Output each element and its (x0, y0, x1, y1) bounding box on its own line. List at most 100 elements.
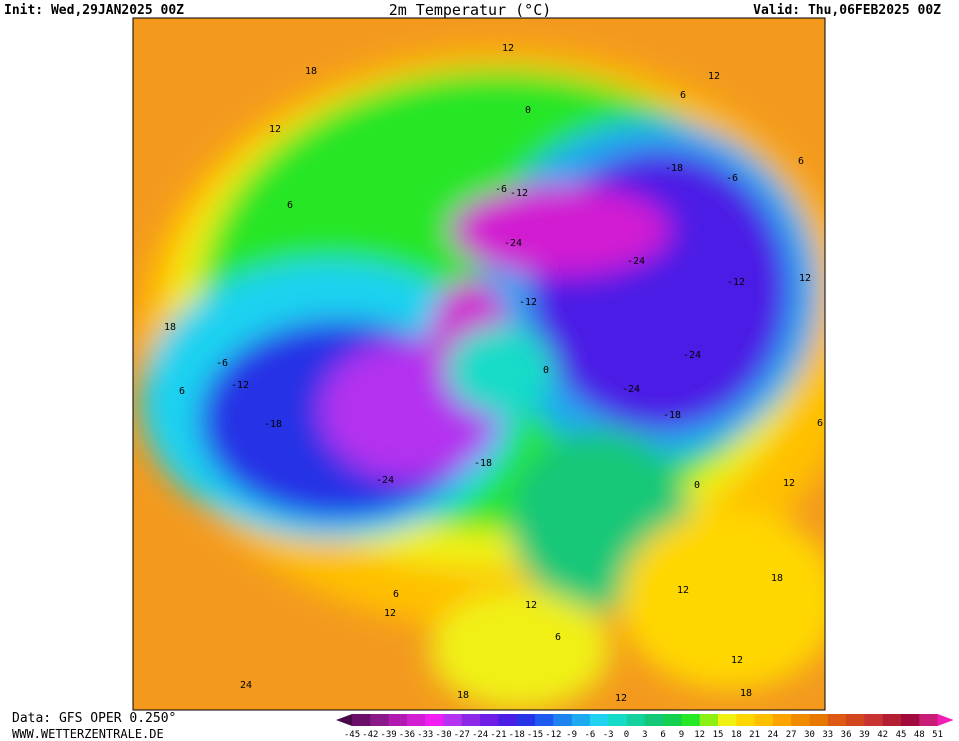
colorbar-label: 6 (660, 730, 665, 740)
contour-label: -6 (495, 184, 507, 195)
contour-label: -24 (504, 238, 522, 249)
colorbar-segment (718, 714, 737, 726)
colorbar-segment (663, 714, 682, 726)
colorbar-label: -18 (509, 730, 525, 740)
colorbar-segment (388, 714, 408, 726)
colorbar-label: 51 (932, 730, 943, 740)
colorbar-segment (644, 714, 664, 726)
contour-label: -24 (627, 256, 645, 267)
contour-label: 6 (798, 156, 804, 167)
colorbar-label: -45 (344, 730, 360, 740)
contour-label: -24 (683, 350, 701, 361)
contour-label: 12 (269, 124, 281, 135)
contour-label: 18 (164, 322, 176, 333)
contour-label: 18 (740, 688, 752, 699)
colorbar-arrow (336, 714, 352, 726)
contour-label: -12 (231, 380, 249, 391)
contour-label: 6 (393, 589, 399, 600)
contour-label: 0 (525, 105, 531, 116)
contour-label: -12 (510, 188, 528, 199)
colorbar-segment (772, 714, 792, 726)
colorbar-segment (809, 714, 829, 726)
colorbar-label: -12 (545, 730, 561, 740)
contour-label: 12 (708, 71, 720, 82)
colorbar-segment (571, 714, 591, 726)
colorbar-label: -3 (603, 730, 614, 740)
colorbar-segment (919, 714, 939, 726)
colorbar-segment (864, 714, 884, 726)
colorbar-segment (699, 714, 719, 726)
colorbar-segment (846, 714, 865, 726)
colorbar-arrow (937, 714, 954, 726)
colorbar-segment (736, 714, 756, 726)
contour-label: -18 (474, 458, 492, 469)
contour-label: 18 (305, 66, 317, 77)
contour-label: 12 (502, 43, 514, 54)
site-label: WWW.WETTERZENTRALE.DE (12, 727, 164, 741)
init-label: Init: Wed,29JAN2025 00Z (4, 3, 184, 18)
title: 2m Temperatur (°C) (389, 1, 552, 19)
contour-label: 6 (680, 90, 686, 101)
contour-label: -12 (519, 297, 537, 308)
source-label: Data: GFS OPER 0.250° (12, 711, 176, 726)
colorbar-label: 30 (804, 730, 815, 740)
colorbar-segment (882, 714, 902, 726)
colorbar-label: -15 (527, 730, 543, 740)
colorbar-label: -30 (435, 730, 451, 740)
colorbar-segment (901, 714, 920, 726)
colorbar-segment (827, 714, 847, 726)
colorbar-segment (791, 714, 810, 726)
colorbar-segment (535, 714, 554, 726)
contour-label: 12 (384, 608, 396, 619)
colorbar-label: -24 (472, 730, 488, 740)
colorbar-segment (589, 714, 609, 726)
colorbar-label: -39 (380, 730, 396, 740)
contour-label: 6 (555, 632, 561, 643)
contour-label: -18 (264, 419, 282, 430)
colorbar-label: 33 (822, 730, 833, 740)
colorbar-segment (626, 714, 646, 726)
colorbar-label: -33 (417, 730, 433, 740)
contour-label: 12 (615, 693, 627, 704)
contour-label: 18 (457, 690, 469, 701)
contour-label: 18 (771, 573, 783, 584)
contour-label: -6 (216, 358, 228, 369)
contour-label: -24 (376, 475, 394, 486)
colorbar-label: 48 (914, 730, 925, 740)
colorbar-label: 36 (841, 730, 852, 740)
contour-label: 0 (543, 365, 549, 376)
colorbar-segment (754, 714, 774, 726)
contour-label: -18 (663, 410, 681, 421)
colorbar-label: 9 (679, 730, 684, 740)
colorbar-label: -6 (584, 730, 595, 740)
colorbar-label: -42 (362, 730, 378, 740)
colorbar-label: 27 (786, 730, 797, 740)
colorbar-segment (370, 714, 390, 726)
colorbar-label: -36 (399, 730, 415, 740)
colorbar-label: 12 (694, 730, 705, 740)
colorbar-label: 3 (642, 730, 647, 740)
contour-label: -12 (727, 277, 745, 288)
colorbar-segment (443, 714, 463, 726)
contour-label: -18 (665, 163, 683, 174)
contour-label: 6 (179, 386, 185, 397)
contour-label: -24 (622, 384, 640, 395)
colorbar-label: -9 (566, 730, 577, 740)
colorbar-label: 21 (749, 730, 760, 740)
colorbar-label: 15 (713, 730, 724, 740)
colorbar-segment (461, 714, 481, 726)
colorbar-segment (553, 714, 573, 726)
colorbar-segment (425, 714, 444, 726)
colorbar-label: -27 (454, 730, 470, 740)
colorbar-label: 42 (877, 730, 888, 740)
colorbar-label: 0 (624, 730, 629, 740)
colorbar-segment (406, 714, 426, 726)
colorbar: -45 -42 -39 -36 -33 -30 -27 -24 -21 -18 -15 -12 -9 -6… (336, 714, 954, 740)
contour-label: -6 (726, 173, 738, 184)
colorbar-segment (498, 714, 518, 726)
contour-label: 12 (799, 273, 811, 284)
colorbar-segment (516, 714, 536, 726)
